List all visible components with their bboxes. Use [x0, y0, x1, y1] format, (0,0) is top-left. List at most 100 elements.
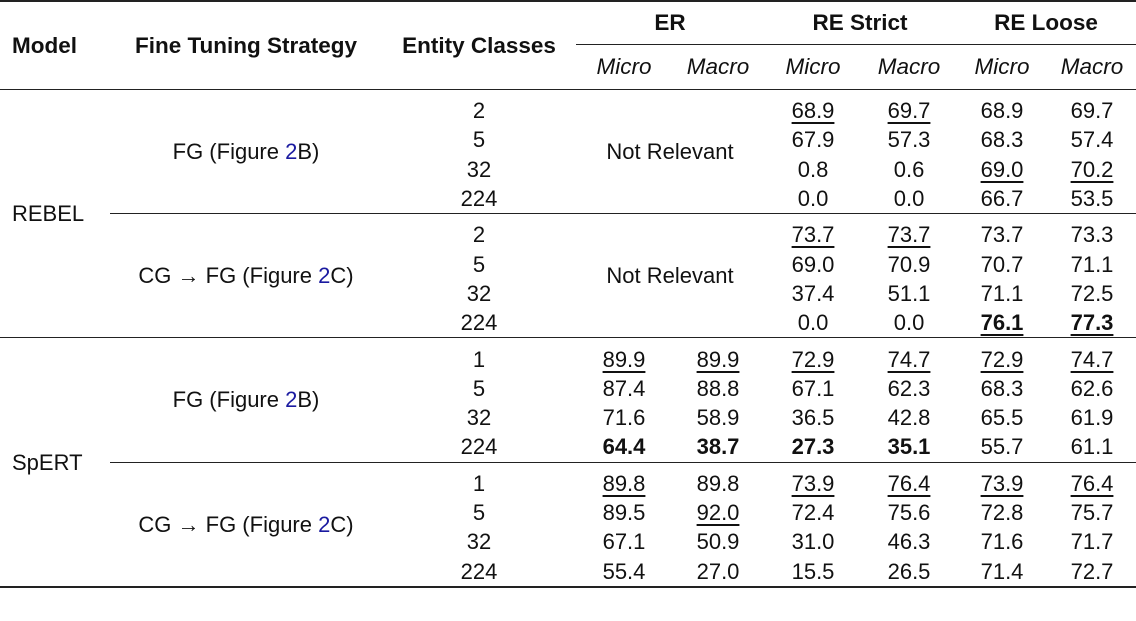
value-cell: 0.0 — [797, 186, 829, 212]
value-cell: 89.5 — [602, 500, 646, 525]
value-cell: 72.7 — [1070, 558, 1114, 584]
strategy-label: CG → FG (Figure 2C) — [110, 213, 382, 338]
value-cell: 67.9 — [791, 127, 835, 153]
value-cell: 0.0 — [893, 186, 925, 212]
value-cell: 64.4 — [602, 434, 646, 460]
entity-classes-cell: 32 — [466, 529, 492, 555]
value-cell: 31.0 — [791, 529, 835, 555]
entity-classes-cell: 32 — [466, 156, 492, 182]
value-cell: 0.0 — [893, 310, 925, 336]
value-cell: 72.9 — [956, 337, 1049, 374]
value-cell: 53.5 — [1070, 186, 1114, 212]
value-cell: 72.4 — [791, 500, 835, 525]
value-cell: 61.9 — [1070, 405, 1114, 431]
value-cell: 75.7 — [1070, 500, 1114, 525]
table-row: 32 67.1 50.9 31.0 46.3 71.6 71.7 — [0, 527, 1136, 556]
value-cell: 68.9 — [791, 98, 835, 124]
entity-classes-cell: 5 — [472, 375, 486, 401]
value-cell: 73.9 — [956, 461, 1049, 498]
value-cell: 50.9 — [696, 529, 740, 555]
entity-classes-cell: 32 — [466, 280, 492, 306]
value-cell: 89.9 — [576, 337, 672, 374]
value-cell: 76.4 — [1048, 461, 1136, 498]
strategy-label: FG (Figure 2B) — [172, 139, 320, 165]
entity-classes-cell: 224 — [460, 434, 498, 460]
value-cell: 72.5 — [1070, 280, 1114, 306]
value-cell: 69.7 — [887, 98, 931, 124]
header-re-loose-macro: Macro — [1060, 54, 1124, 79]
entity-classes-cell: 224 — [460, 558, 498, 584]
header-er-macro: Macro — [686, 54, 750, 79]
entity-classes-cell: 5 — [472, 500, 486, 525]
value-cell: 76.1 — [980, 310, 1024, 336]
value-cell: 76.4 — [862, 461, 957, 498]
entity-classes-cell: 5 — [472, 127, 486, 153]
table-row: SpERT FG (Figure 2B) 1 89.9 89.9 72.9 74… — [0, 337, 1136, 587]
value-cell: 72.8 — [980, 500, 1024, 525]
value-cell: 68.9 — [980, 98, 1024, 124]
table-row: 5 69.0 70.9 70.7 71.1 — [0, 249, 1136, 278]
value-cell: 38.7 — [696, 434, 740, 460]
value-cell: 57.4 — [1070, 127, 1114, 153]
value-cell: 87.4 — [602, 375, 646, 401]
value-cell: 89.8 — [672, 461, 765, 498]
entity-classes-cell: 2 — [472, 98, 486, 124]
value-cell: 62.3 — [887, 375, 931, 401]
value-cell: 71.1 — [1070, 251, 1114, 277]
value-cell: 74.7 — [862, 337, 957, 374]
value-cell: 66.7 — [980, 186, 1024, 212]
value-cell: 89.8 — [576, 461, 672, 498]
value-cell: 61.1 — [1070, 434, 1114, 460]
value-cell: 74.7 — [1048, 337, 1136, 374]
value-cell: 69.7 — [1070, 98, 1114, 124]
table-row: 5 89.5 92.0 72.4 75.6 72.8 75.7 — [0, 498, 1136, 527]
table-row: 224 64.4 38.7 27.3 35.1 55.7 61.1 — [0, 432, 1136, 462]
value-cell: 27.3 — [791, 434, 835, 460]
value-cell: 71.1 — [980, 280, 1024, 306]
table-row: 224 0.0 0.0 66.7 53.5 — [0, 184, 1136, 214]
value-cell: 0.8 — [797, 156, 829, 182]
value-cell: 51.1 — [887, 280, 931, 306]
value-cell: 0.6 — [893, 156, 925, 182]
table-row: CG → FG (Figure 2C) 2 Not Relevant 73.7 … — [0, 213, 1136, 338]
value-cell: 35.1 — [887, 434, 931, 460]
value-cell: 0.0 — [797, 310, 829, 336]
value-cell: 71.7 — [1070, 529, 1114, 555]
entity-classes-cell: 5 — [472, 251, 486, 277]
table-row: 224 0.0 0.0 76.1 77.3 — [0, 308, 1136, 338]
value-cell: 73.7 — [764, 213, 863, 250]
entity-classes-cell: 224 — [460, 310, 498, 336]
value-cell: 73.7 — [862, 213, 957, 250]
value-cell: 55.4 — [602, 558, 646, 584]
results-table: Model Fine Tuning Strategy Entity Classe… — [0, 1, 1136, 587]
header-re-loose-micro: Micro — [974, 54, 1030, 79]
value-cell: 37.4 — [791, 280, 835, 306]
value-cell: 65.5 — [980, 405, 1024, 431]
table-row: 224 55.4 27.0 15.5 26.5 71.4 72.7 — [0, 556, 1136, 587]
header-re-strict-micro: Micro — [785, 54, 841, 79]
entity-classes-cell: 1 — [382, 461, 576, 498]
value-cell: 15.5 — [791, 558, 835, 584]
value-cell: 75.6 — [887, 500, 931, 525]
entity-classes-cell: 224 — [460, 186, 498, 212]
table-row: REBEL FG (Figure 2B) 2 Not Relevant 68.9… — [0, 90, 1136, 226]
strategy-label: FG (Figure 2B) — [110, 337, 382, 463]
header-model: Model — [12, 32, 77, 58]
value-cell: 68.3 — [980, 375, 1024, 401]
not-relevant-cell: Not Relevant — [606, 139, 734, 165]
value-cell: 69.0 — [980, 156, 1024, 182]
value-cell: 73.7 — [956, 213, 1049, 250]
value-cell: 71.4 — [980, 558, 1024, 584]
header-re-strict: RE Strict — [764, 1, 957, 45]
table-row: 32 0.8 0.6 69.0 70.2 — [0, 155, 1136, 184]
value-cell: 55.7 — [980, 434, 1024, 460]
value-cell: 88.8 — [696, 375, 740, 401]
value-cell: 27.0 — [696, 558, 740, 584]
value-cell: 71.6 — [980, 529, 1024, 555]
value-cell: 67.1 — [602, 529, 646, 555]
header-re-strict-macro: Macro — [877, 54, 941, 79]
model-name: REBEL — [12, 201, 85, 227]
value-cell: 26.5 — [887, 558, 931, 584]
table-row: 32 71.6 58.9 36.5 42.8 65.5 61.9 — [0, 403, 1136, 432]
